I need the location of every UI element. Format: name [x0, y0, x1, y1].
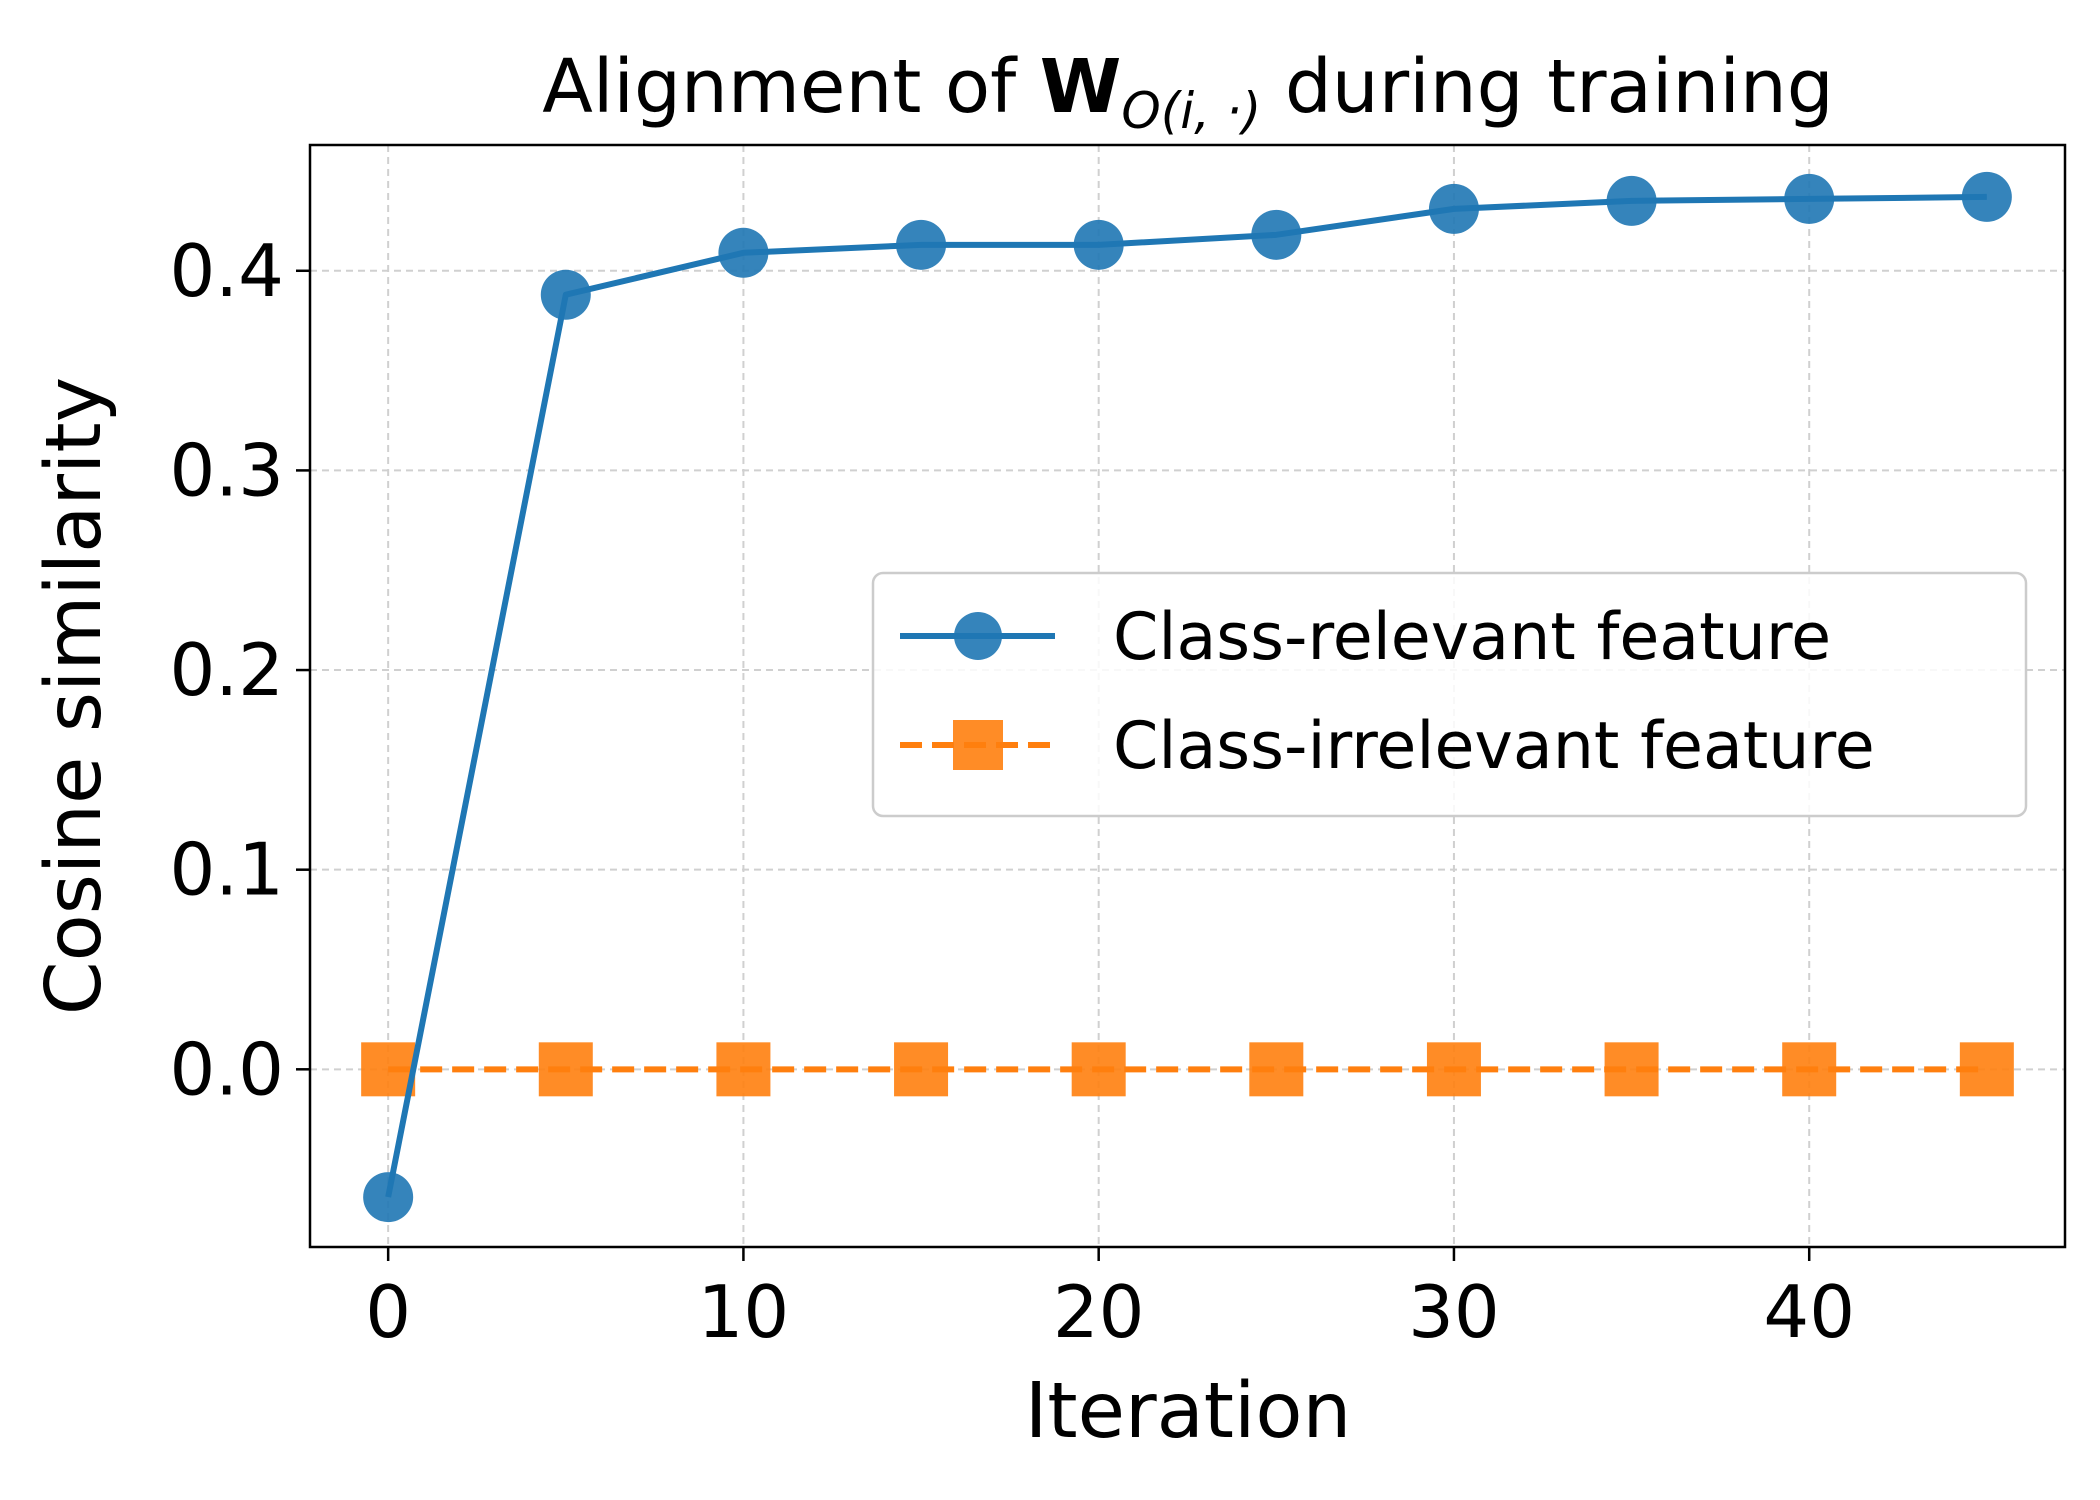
data-point-square [716, 1042, 771, 1097]
ticks [296, 269, 1811, 1261]
chart-title: Alignment of WO(i, ·) during training [542, 44, 1834, 140]
legend: Class-relevant feature Class-irrelevant … [871, 571, 2028, 818]
x-tick-label: 20 [1053, 1270, 1145, 1354]
data-point-circle [1606, 175, 1657, 226]
x-tick-label: 0 [365, 1270, 411, 1354]
data-point-circle [1784, 173, 1835, 224]
data-point-square [1959, 1042, 2014, 1097]
y-tick-label: 0.0 [169, 1027, 284, 1111]
data-point-circle [1251, 209, 1302, 260]
title-prefix: Alignment of [542, 44, 1040, 130]
legend-box [871, 571, 2028, 818]
x-tick-label: 10 [698, 1270, 790, 1354]
legend-marker-irrelevant [953, 720, 1003, 770]
data-point-circle [540, 269, 591, 320]
plot-area-frame [308, 143, 2067, 1249]
y-tick-label: 0.1 [169, 828, 284, 912]
data-point-square [1426, 1042, 1481, 1097]
legend-label-relevant: Class-relevant feature [1113, 600, 1831, 675]
x-tick-label: 30 [1408, 1270, 1500, 1354]
x-tick-labels: 0 10 20 30 40 [365, 1270, 1855, 1354]
data-point-square [1249, 1042, 1304, 1097]
legend-marker-relevant [954, 612, 1002, 660]
data-point-circle [363, 1172, 414, 1223]
title-suffix: during training [1261, 44, 1833, 130]
data-point-circle [718, 227, 769, 278]
data-point-circle [896, 219, 947, 270]
series-layer [361, 171, 2014, 1223]
title-subscript: O(i, ·) [1121, 82, 1261, 140]
y-tick-label: 0.4 [169, 229, 284, 313]
data-point-square [1604, 1042, 1659, 1097]
y-tick-label: 0.3 [169, 428, 284, 512]
y-tick-labels: 0.0 0.1 0.2 0.3 0.4 [169, 229, 284, 1112]
x-axis-label: Iteration [1025, 1367, 1352, 1456]
title-symbol: W [1040, 44, 1122, 130]
x-tick-label: 40 [1763, 1270, 1855, 1354]
y-axis-label: Cosine similarity [30, 377, 119, 1015]
data-point-square [1782, 1042, 1837, 1097]
data-point-square [1071, 1042, 1126, 1097]
data-point-square [361, 1042, 416, 1097]
data-point-circle [1073, 219, 1124, 270]
data-point-circle [1428, 183, 1479, 234]
data-point-circle [1961, 171, 2012, 222]
series-line-0 [385, 193, 1987, 1198]
data-point-square [894, 1042, 949, 1097]
legend-label-irrelevant: Class-irrelevant feature [1113, 709, 1875, 784]
data-point-square [538, 1042, 593, 1097]
y-tick-label: 0.2 [169, 628, 284, 712]
